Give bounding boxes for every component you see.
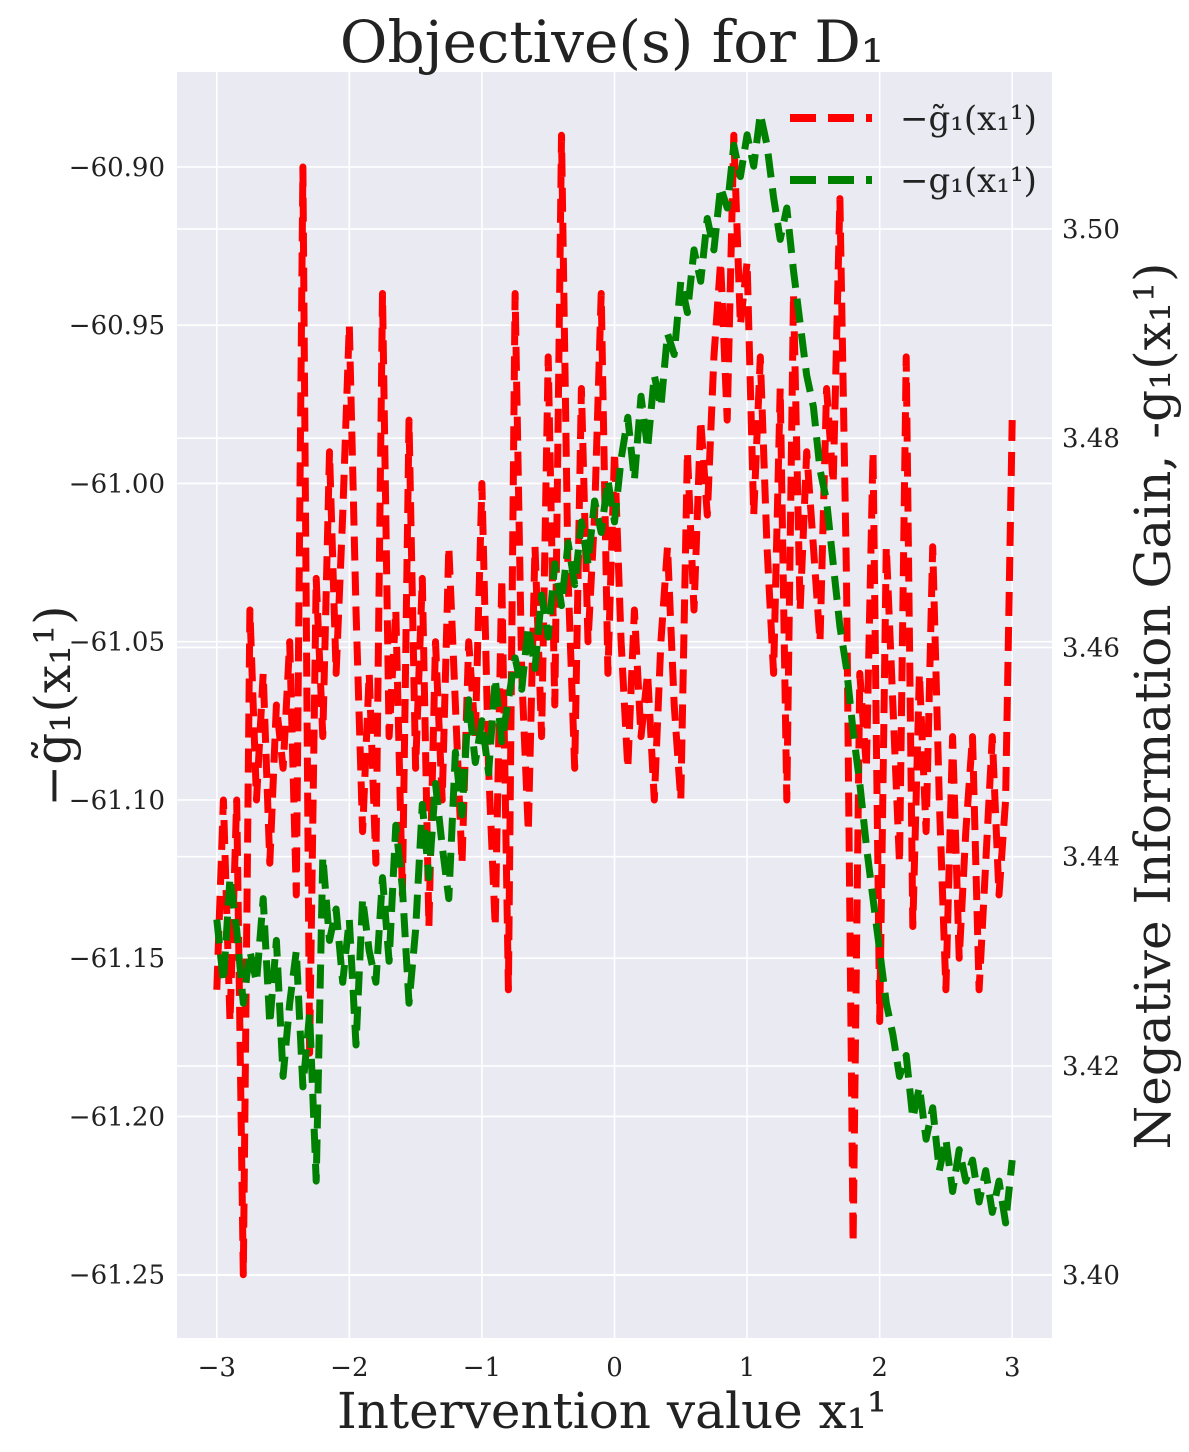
chart-title: Objective(s) for D₁ xyxy=(340,8,884,76)
y-left-tick-label: −61.05 xyxy=(69,628,165,658)
x-axis-label: Intervention value x₁¹ xyxy=(337,1382,887,1440)
x-tick-label: 1 xyxy=(739,1353,756,1383)
x-tick-label: 0 xyxy=(606,1353,623,1383)
x-tick-label: −3 xyxy=(198,1353,236,1383)
series-layer xyxy=(213,110,1016,1279)
x-tick-label: 2 xyxy=(871,1353,888,1383)
y-left-tick-label: −60.90 xyxy=(69,153,165,183)
y-left-tick-label: −61.00 xyxy=(69,469,165,499)
y-axis-right-label: Negative Information Gain, -g₁(x₁¹) xyxy=(1124,263,1182,1150)
y-left-tick-label: −61.20 xyxy=(69,1102,165,1132)
x-tick-label: −1 xyxy=(463,1353,501,1383)
legend-label-series-2: −g₁(x₁¹) xyxy=(900,161,1037,201)
y-left-tick-label: −61.25 xyxy=(69,1261,165,1291)
y-right-tick-label: 3.44 xyxy=(1062,843,1120,873)
x-tick-label: 3 xyxy=(1004,1353,1021,1383)
y-axis-left-label: −g̃₁(x₁¹) xyxy=(24,605,82,806)
y-left-tick-label: −61.15 xyxy=(69,944,165,974)
series-line-2 xyxy=(213,110,1016,1227)
y-right-tick-label: 3.46 xyxy=(1062,633,1120,663)
legend-label-series-1: −g̃₁(x₁¹) xyxy=(900,99,1037,139)
tick-labels: −3 −2 −1 0 1 2 3 −60.90 −60.95 −61.00 −61.05 −61.10… xyxy=(69,153,1120,1383)
y-left-tick-label: −60.95 xyxy=(69,311,165,341)
y-right-tick-label: 3.48 xyxy=(1062,424,1120,454)
y-left-tick-label: −61.10 xyxy=(69,786,165,816)
legend: −g̃₁(x₁¹) −g₁(x₁¹) xyxy=(790,99,1037,201)
y-right-tick-label: 3.40 xyxy=(1062,1261,1120,1291)
series-line-1 xyxy=(213,131,1016,1279)
x-tick-label: −2 xyxy=(330,1353,368,1383)
y-right-tick-label: 3.50 xyxy=(1062,215,1120,245)
y-right-tick-label: 3.42 xyxy=(1062,1052,1120,1082)
